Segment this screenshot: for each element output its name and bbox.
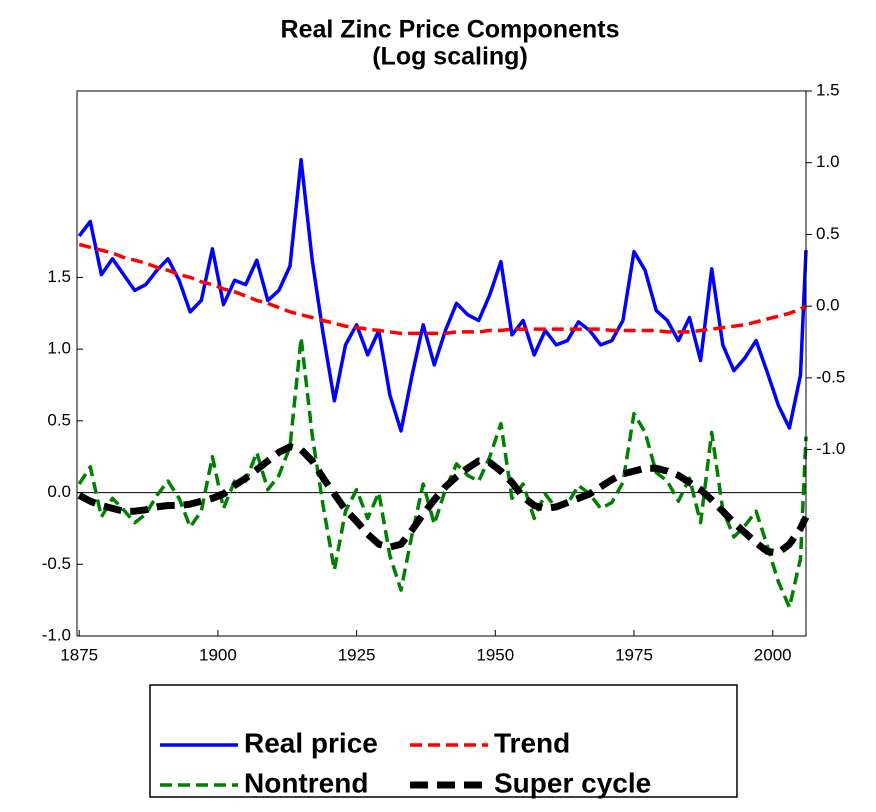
x-tick-label: 1950: [476, 645, 514, 664]
y2-tick-label: 0.5: [816, 224, 840, 243]
series-line: [77, 443, 810, 557]
y-tick-label: 0.0: [47, 482, 71, 501]
y-tick-label: -0.5: [42, 554, 71, 573]
y2-tick-label: 0.0: [816, 296, 840, 315]
x-tick-label: 2000: [754, 645, 792, 664]
series-line: [77, 158, 808, 433]
plot-frame: [76, 90, 807, 637]
chart-subtitle: (Log scaling): [372, 43, 528, 71]
y2-tick-label: -0.5: [816, 367, 845, 386]
y2-tick-label: 1.5: [816, 80, 840, 99]
x-tick-label: 1900: [199, 645, 237, 664]
y-tick-label: 1.0: [47, 339, 71, 358]
y2-tick-label: -1.0: [816, 439, 845, 458]
x-tick-label: 1975: [615, 645, 653, 664]
x-tick-label: 1875: [60, 645, 98, 664]
legend-label: Super cycle: [494, 767, 651, 798]
y-tick-label: -1.0: [42, 625, 71, 644]
legend-label: Nontrend: [244, 767, 368, 798]
chart-title: Real Zinc Price Components: [281, 16, 620, 44]
legend-label: Real price: [244, 727, 378, 758]
y-tick-label: 0.5: [47, 410, 71, 429]
legend-label: Trend: [494, 727, 570, 758]
legend-box: [149, 684, 738, 798]
series-line: [78, 242, 807, 336]
series-line: [77, 335, 808, 610]
y-tick-label: 1.5: [47, 267, 71, 286]
x-tick-label: 1925: [338, 645, 376, 664]
y2-tick-label: 1.0: [816, 152, 840, 171]
